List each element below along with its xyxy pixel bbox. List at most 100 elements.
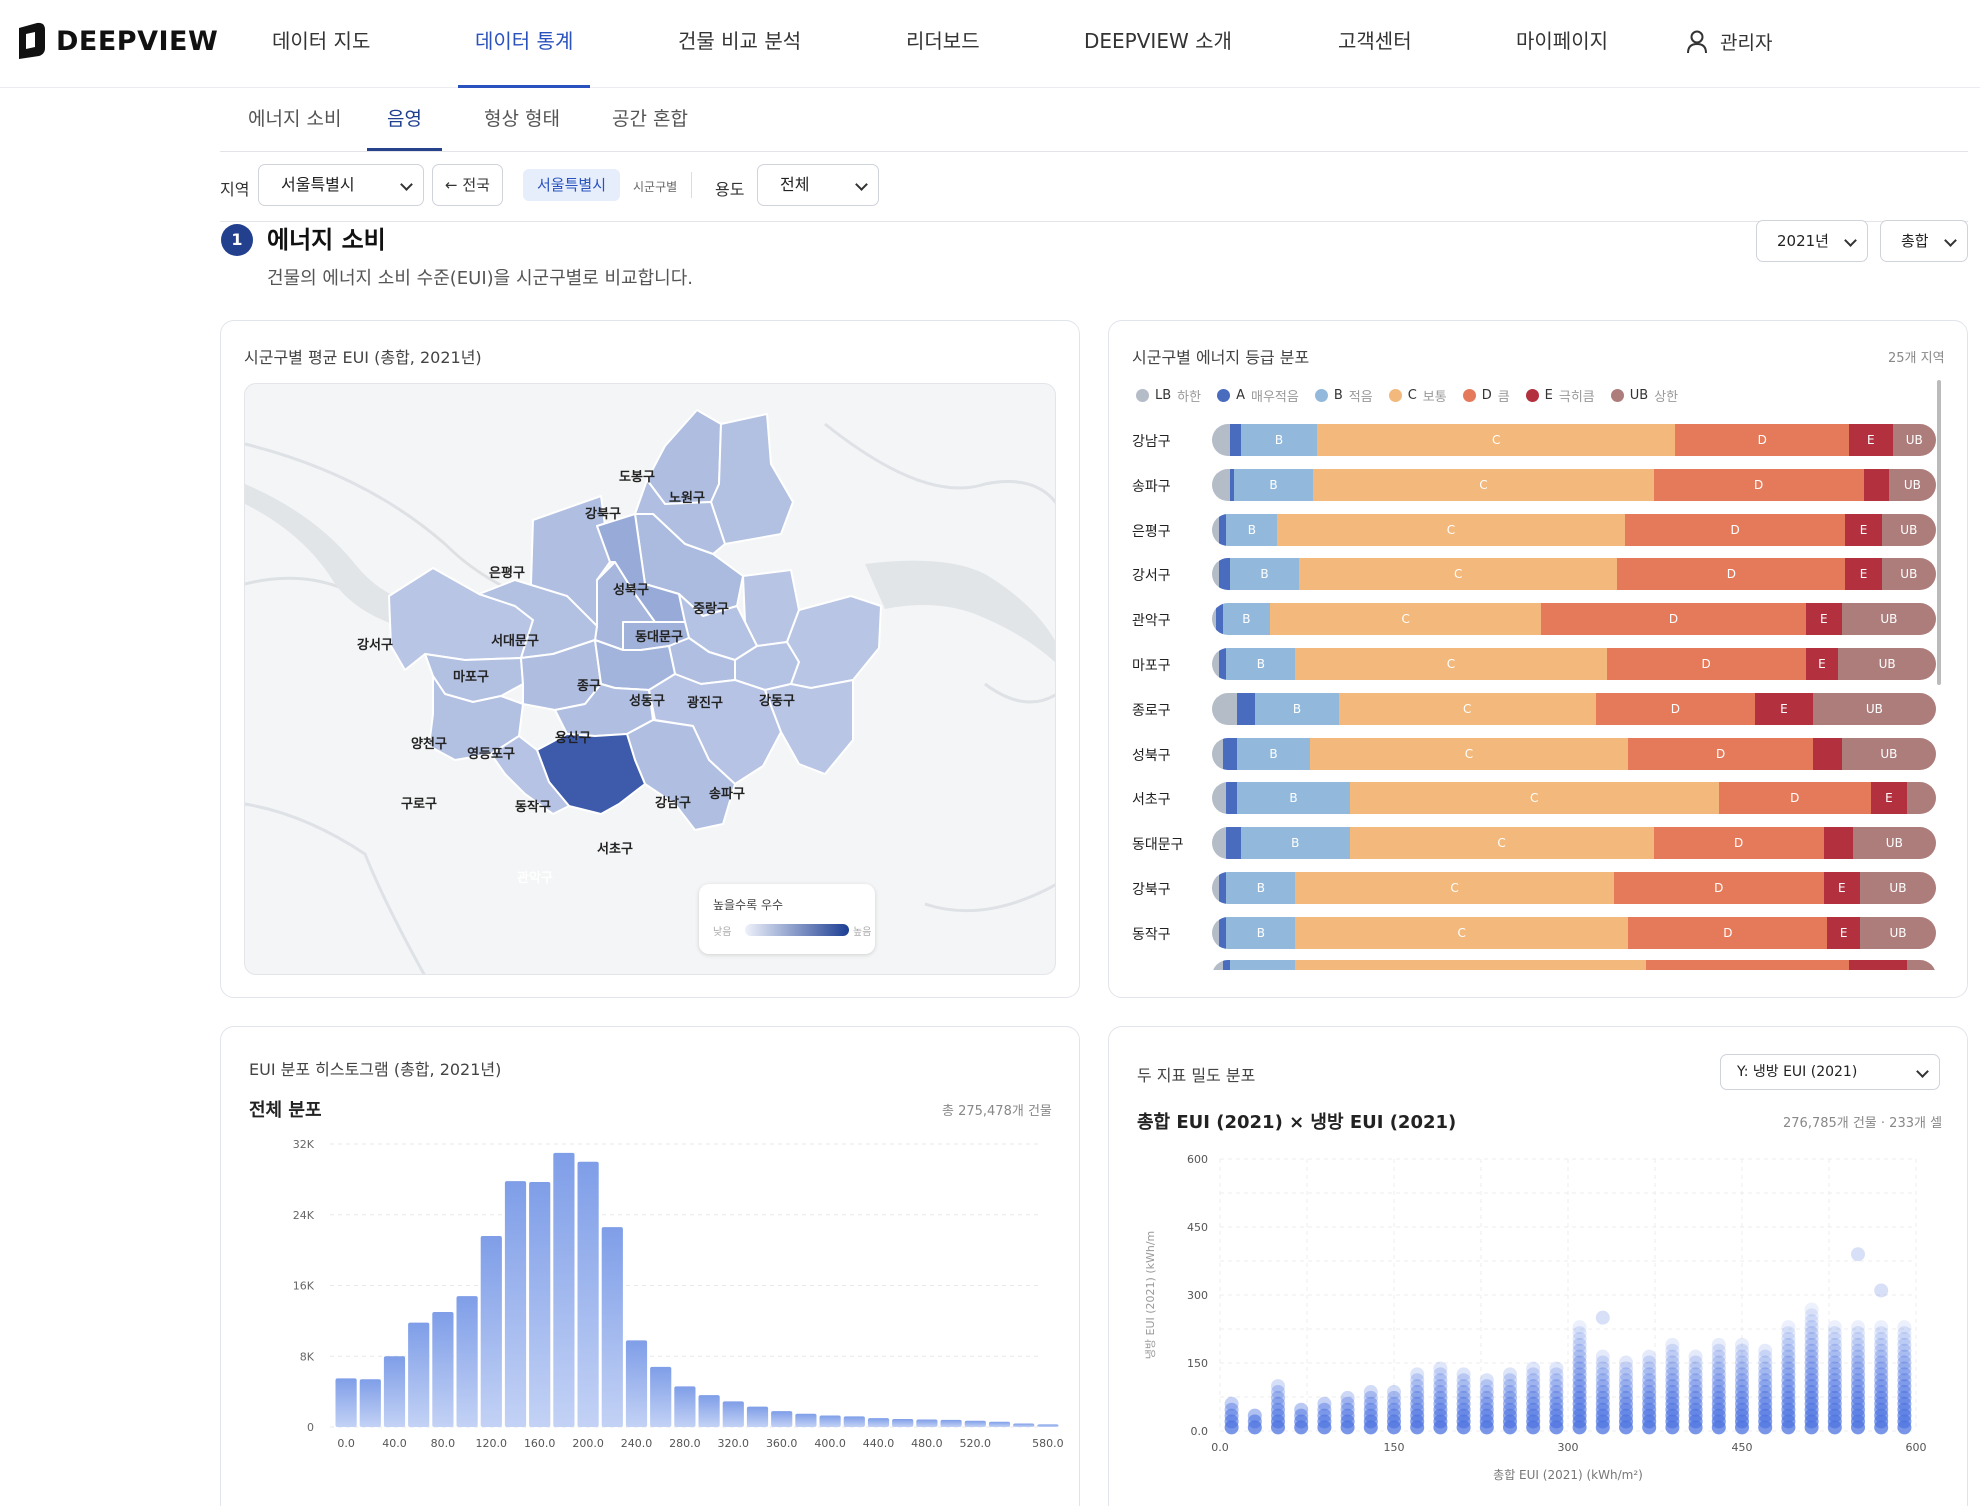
density-cell[interactable] <box>1711 1373 1726 1388</box>
hist-bar[interactable] <box>408 1322 430 1427</box>
density-cell[interactable] <box>1572 1343 1587 1358</box>
density-cell[interactable] <box>1804 1367 1819 1382</box>
density-cell[interactable] <box>1433 1390 1448 1405</box>
density-cell[interactable] <box>1851 1247 1865 1262</box>
density-cell[interactable] <box>1619 1355 1633 1370</box>
density-cell[interactable] <box>1758 1361 1773 1376</box>
density-cell[interactable] <box>1642 1385 1657 1400</box>
density-cell[interactable] <box>1526 1396 1541 1411</box>
density-cell[interactable] <box>1433 1379 1448 1394</box>
density-cell[interactable] <box>1526 1367 1541 1382</box>
density-cell[interactable] <box>1387 1385 1401 1400</box>
density-cell[interactable] <box>1479 1396 1494 1411</box>
density-cell[interactable] <box>1549 1361 1564 1376</box>
density-cell[interactable] <box>1874 1367 1889 1382</box>
density-cell[interactable] <box>1503 1385 1517 1400</box>
density-cell[interactable] <box>1619 1373 1633 1388</box>
hist-bar[interactable] <box>432 1312 454 1427</box>
density-cell[interactable] <box>1642 1390 1657 1405</box>
density-cell[interactable] <box>1711 1361 1726 1376</box>
hist-bar[interactable] <box>964 1420 986 1427</box>
density-cell[interactable] <box>1642 1361 1657 1376</box>
hist-bar[interactable] <box>577 1161 599 1427</box>
density-cell[interactable] <box>1851 1385 1865 1400</box>
density-cell[interactable] <box>1851 1337 1865 1352</box>
hist-bar[interactable] <box>456 1296 478 1427</box>
density-cell[interactable] <box>1456 1396 1471 1411</box>
density-cell[interactable] <box>1526 1390 1541 1405</box>
density-cell[interactable] <box>1665 1361 1680 1376</box>
density-cell[interactable] <box>1711 1390 1726 1405</box>
density-cell[interactable] <box>1827 1367 1842 1382</box>
density-cell[interactable] <box>1410 1367 1425 1382</box>
density-cell[interactable] <box>1804 1320 1819 1335</box>
density-cell[interactable] <box>1758 1379 1773 1394</box>
density-cell[interactable] <box>1294 1402 1309 1417</box>
density-cell[interactable] <box>1433 1361 1448 1376</box>
hist-bar[interactable] <box>988 1421 1011 1427</box>
density-cell[interactable] <box>1827 1379 1842 1394</box>
density-cell[interactable] <box>1897 1361 1912 1376</box>
density-cell[interactable] <box>1758 1349 1773 1364</box>
density-cell[interactable] <box>1665 1355 1680 1370</box>
density-cell[interactable] <box>1781 1349 1796 1364</box>
nav-about[interactable]: DEEPVIEW 소개 <box>1084 29 1232 53</box>
density-cell[interactable] <box>1363 1385 1378 1400</box>
density-cell[interactable] <box>1781 1367 1796 1382</box>
density-cell[interactable] <box>1688 1379 1703 1394</box>
hist-bar[interactable] <box>625 1340 648 1427</box>
density-cell[interactable] <box>1503 1390 1517 1405</box>
density-cell[interactable] <box>1827 1326 1842 1341</box>
density-cell[interactable] <box>1781 1385 1796 1400</box>
density-cell[interactable] <box>1688 1385 1703 1400</box>
hist-bar[interactable] <box>359 1379 381 1427</box>
density-cell[interactable] <box>1804 1331 1819 1346</box>
density-cell[interactable] <box>1827 1385 1842 1400</box>
density-cell[interactable] <box>1479 1390 1494 1405</box>
nav-leaderboard[interactable]: 리더보드 <box>906 29 980 53</box>
density-cell[interactable] <box>1456 1390 1471 1405</box>
density-cell[interactable] <box>1665 1343 1680 1358</box>
district-gangnam[interactable] <box>648 673 782 785</box>
density-cell[interactable] <box>1874 1385 1889 1400</box>
hist-bar[interactable] <box>892 1419 914 1427</box>
density-cell[interactable] <box>1735 1337 1749 1352</box>
density-cell[interactable] <box>1781 1343 1796 1358</box>
density-cell[interactable] <box>1271 1390 1285 1405</box>
nav-support[interactable]: 고객센터 <box>1338 29 1412 53</box>
hist-bar[interactable] <box>698 1395 720 1427</box>
density-cell[interactable] <box>1572 1385 1587 1400</box>
density-cell[interactable] <box>1456 1379 1471 1394</box>
density-cell[interactable] <box>1827 1331 1842 1346</box>
hist-bar[interactable] <box>795 1413 817 1427</box>
density-cell[interactable] <box>1526 1379 1541 1394</box>
density-cell[interactable] <box>1804 1355 1819 1370</box>
density-cell[interactable] <box>1503 1373 1517 1388</box>
hist-bar[interactable] <box>940 1419 962 1427</box>
density-cell[interactable] <box>1224 1402 1239 1417</box>
density-cell[interactable] <box>1688 1390 1703 1405</box>
density-cell[interactable] <box>1340 1390 1355 1405</box>
density-cell[interactable] <box>1619 1361 1633 1376</box>
density-cell[interactable] <box>1874 1326 1889 1341</box>
density-cell[interactable] <box>1874 1337 1889 1352</box>
density-cell[interactable] <box>1642 1379 1657 1394</box>
density-cell[interactable] <box>1874 1379 1889 1394</box>
density-cell[interactable] <box>1410 1385 1425 1400</box>
density-cell[interactable] <box>1827 1349 1842 1364</box>
density-cell[interactable] <box>1735 1343 1749 1358</box>
density-cell[interactable] <box>1526 1385 1541 1400</box>
region-select[interactable]: 서울특별시 <box>258 164 424 206</box>
density-cell[interactable] <box>1619 1379 1633 1394</box>
density-cell[interactable] <box>1317 1402 1332 1417</box>
density-cell[interactable] <box>1851 1320 1865 1335</box>
density-cell[interactable] <box>1688 1373 1703 1388</box>
density-cell[interactable] <box>1781 1331 1796 1346</box>
grade-row[interactable]: 송파구 B C D UB <box>1132 468 1936 501</box>
density-cell[interactable] <box>1595 1379 1610 1394</box>
density-cell[interactable] <box>1572 1320 1587 1335</box>
hist-bar[interactable] <box>746 1406 769 1427</box>
density-cell[interactable] <box>1804 1343 1819 1358</box>
density-cell[interactable] <box>1479 1385 1494 1400</box>
density-cell[interactable] <box>1572 1349 1587 1364</box>
